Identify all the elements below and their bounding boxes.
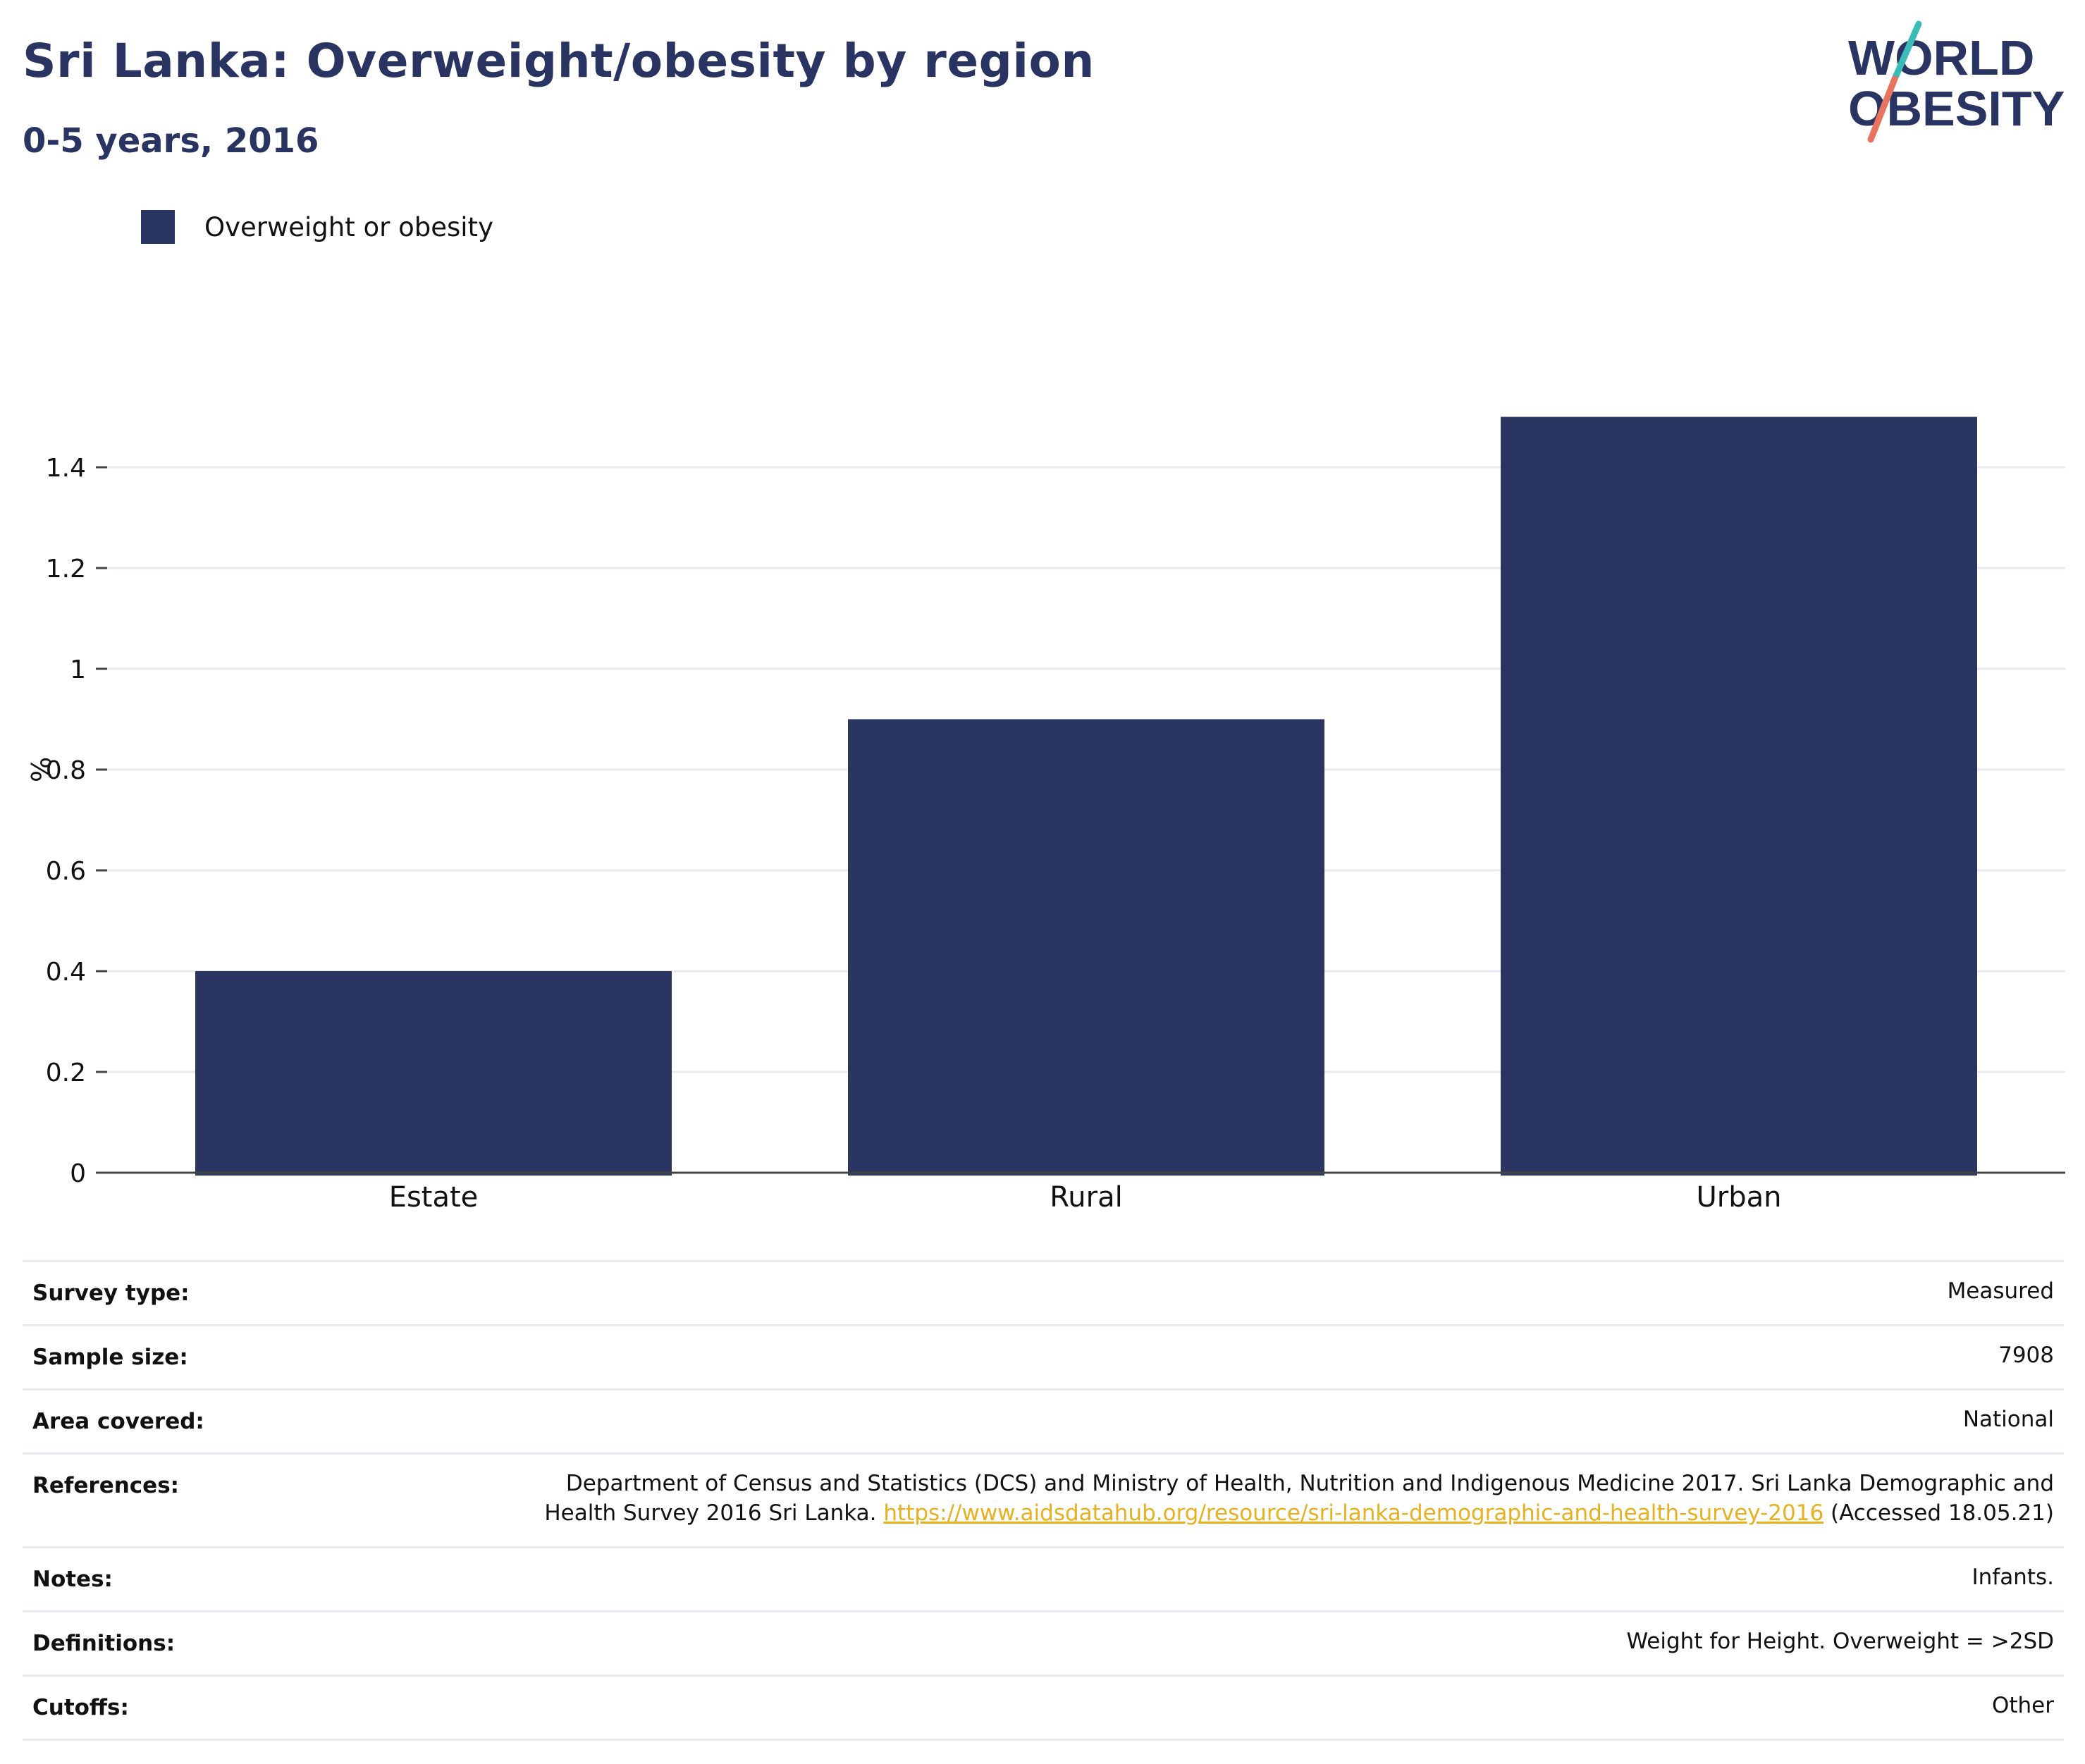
info-row-notes: Notes: Infants. (23, 1546, 2064, 1610)
info-value: Measured (1947, 1278, 2054, 1304)
info-value: Weight for Height. Overweight = >2SD (1626, 1629, 2054, 1654)
bar-chart: 0 0.2 0.4 0.6 0.8 1 1.2 1.4% Estate Rural Urban (26, 417, 2065, 1214)
logo-coral-stroke (1867, 75, 1898, 143)
logo-teal-stroke (1891, 20, 1922, 82)
x-tick-label: Urban (1697, 1181, 1782, 1214)
legend-label: Overweight or obesity (204, 211, 493, 242)
survey-info-table: Survey type: Measured Sample size: 7908 … (23, 1260, 2064, 1741)
bar-urban (1501, 417, 1977, 1176)
info-value: 7908 (1998, 1343, 2054, 1368)
reference-text: Department of Census and Statistics (DCS… (544, 1471, 2054, 1526)
info-value-references: Department of Census and Statistics (DCS… (531, 1469, 2054, 1528)
info-label: Survey type: (32, 1281, 190, 1306)
info-row-area-covered: Area covered: National (23, 1388, 2064, 1452)
x-tick-label: Estate (389, 1181, 479, 1214)
info-row-cutoffs: Cutoffs: Other (23, 1674, 2064, 1741)
world-obesity-logo: WORLD OBESITY (1848, 20, 2065, 143)
chart-title: Sri Lanka: Overweight/obesity by region (23, 34, 1095, 88)
reference-link[interactable]: https://www.aidsdatahub.org/resource/sri… (883, 1500, 1824, 1526)
info-row-sample-size: Sample size: 7908 (23, 1324, 2064, 1388)
y-axis-title: % (26, 757, 57, 782)
y-tick-label: 1.2 (46, 555, 86, 584)
chart-subtitle: 0-5 years, 2016 (23, 121, 319, 161)
bar-estate (195, 971, 672, 1176)
info-label: Sample size: (32, 1345, 188, 1370)
y-tick-label: 0.4 (46, 958, 86, 987)
info-value: National (1962, 1407, 2054, 1432)
bar-rural (848, 719, 1324, 1176)
info-label: Notes: (32, 1567, 113, 1592)
info-row-references: References: Department of Census and Sta… (23, 1452, 2064, 1546)
y-tick-label: 0.2 (46, 1059, 86, 1087)
info-value: Infants. (1972, 1565, 2054, 1590)
y-tick-label: 1 (70, 655, 86, 684)
info-label: Cutoffs: (32, 1695, 129, 1720)
chart-legend[interactable]: Overweight or obesity (141, 210, 493, 244)
info-label: References: (32, 1473, 180, 1498)
info-label: Definitions: (32, 1631, 176, 1656)
info-row-definitions: Definitions: Weight for Height. Overweig… (23, 1610, 2064, 1674)
info-value: Other (1991, 1693, 2054, 1718)
info-row-survey-type: Survey type: Measured (23, 1260, 2064, 1324)
reference-accessed: (Accessed 18.05.21) (1823, 1500, 2054, 1526)
y-tick-label: 0.8 (46, 756, 86, 785)
y-tick-label: 0 (70, 1159, 86, 1188)
y-tick-label: 0.6 (46, 857, 86, 886)
x-tick-label: Rural (1050, 1181, 1122, 1214)
legend-swatch (141, 210, 175, 244)
logo-word-world: WORLD (1848, 30, 2034, 85)
info-label: Area covered: (32, 1409, 204, 1434)
y-tick-label: 1.4 (46, 454, 86, 483)
